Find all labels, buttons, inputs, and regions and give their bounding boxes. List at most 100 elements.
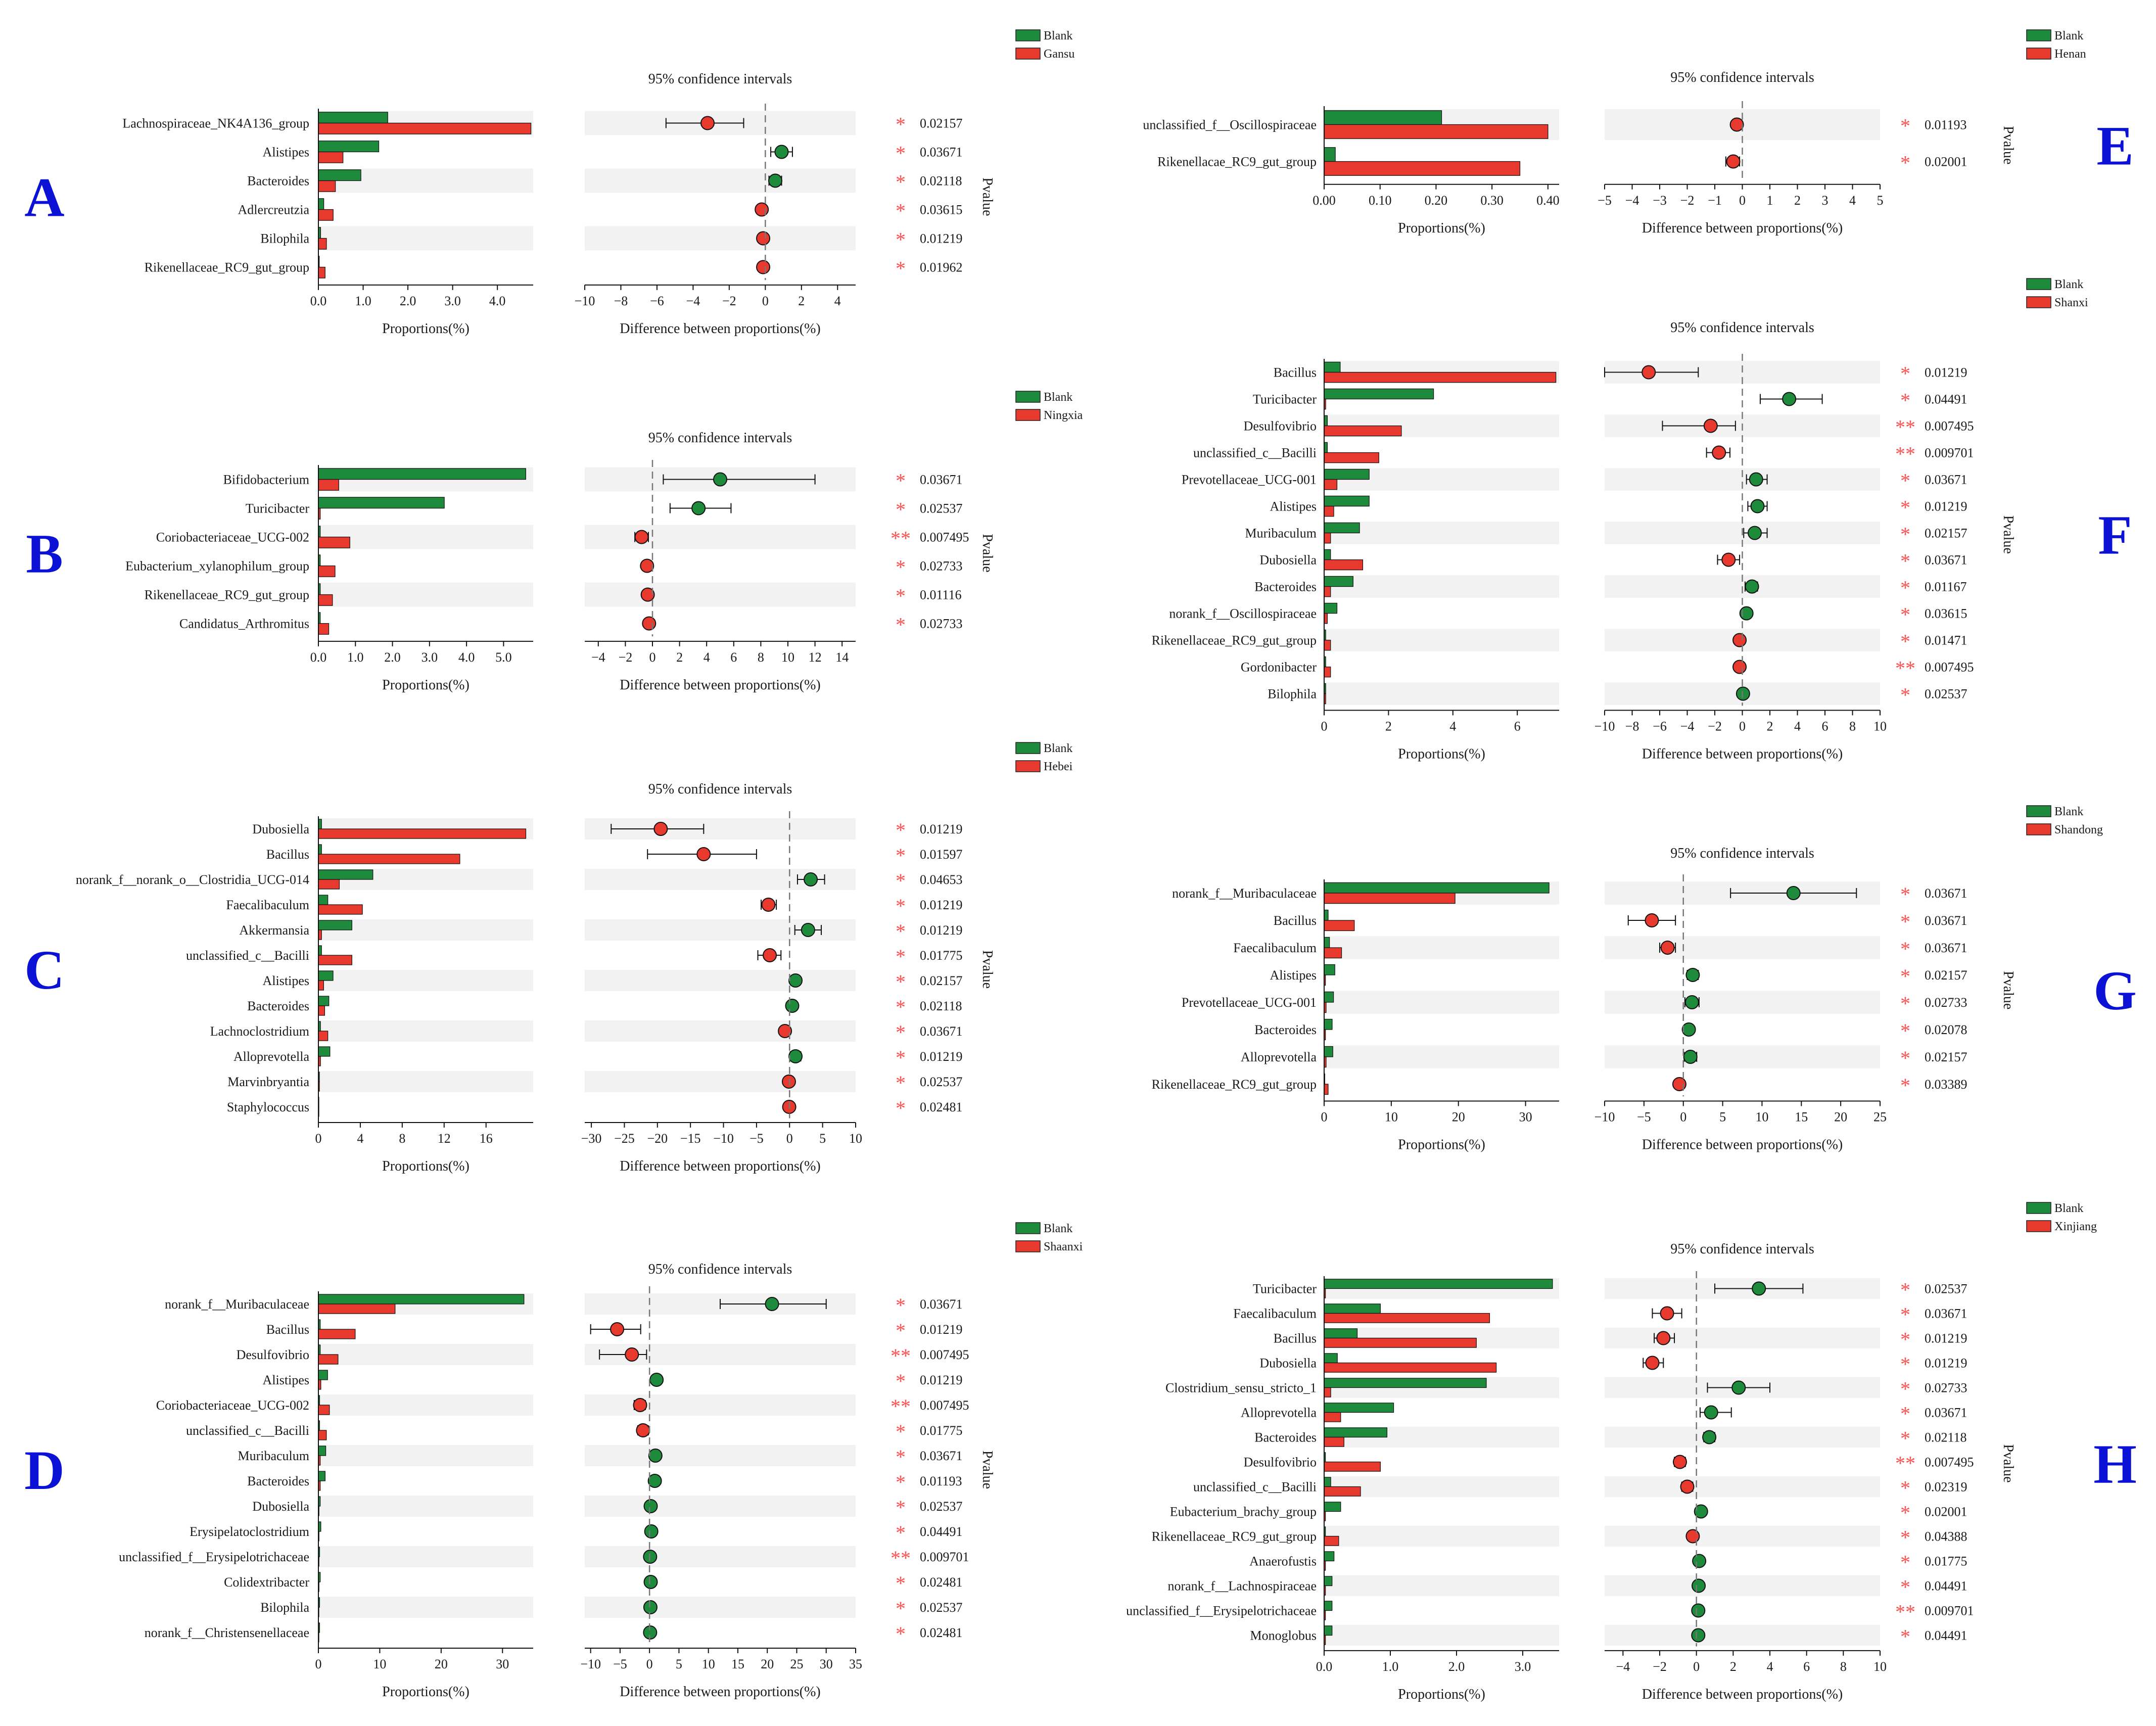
legend-group-swatch (2026, 1220, 2051, 1232)
prop-tick-label: 0 (315, 1657, 322, 1671)
bar-blank (318, 1370, 328, 1380)
diff-tick-label: 5 (676, 1657, 682, 1671)
diff-tick-label: 5 (1877, 193, 1884, 208)
pvalue-text: 0.007495 (1925, 1455, 1974, 1470)
pvalue-axis-label: Pvalue (2000, 971, 2016, 1009)
prop-tick-label: 0.40 (1536, 193, 1560, 208)
ci-title: 95% confidence intervals (648, 430, 792, 446)
pvalue-text: 0.04388 (1925, 1529, 1967, 1544)
diff-tick-label: −10 (575, 294, 595, 308)
category-label: Alloprevotella (1241, 1050, 1317, 1064)
pvalue-text: 0.04491 (1925, 1579, 1967, 1594)
bar-blank (1324, 469, 1370, 480)
significance-star: * (1900, 910, 1910, 933)
diff-point (785, 999, 800, 1013)
category-label: norank_f__Muribaculaceae (1172, 886, 1317, 901)
diff-tick-label: −4 (686, 294, 700, 308)
significance-star: * (1900, 115, 1910, 137)
diff-tick-label: 2 (1767, 719, 1773, 733)
diff-point (1750, 499, 1765, 514)
prop-tick-label: 5.0 (495, 650, 512, 665)
bar-blank (318, 869, 373, 880)
diff-tick-label: 6 (1822, 719, 1829, 733)
diff-point (778, 1024, 792, 1038)
category-label: Turicibacter (1253, 392, 1317, 407)
significance-star: * (896, 171, 906, 194)
legend-group-label: Shanxi (2054, 296, 2088, 309)
significance-star: * (896, 895, 906, 917)
diff-tick-label: 0 (786, 1131, 793, 1146)
significance-star: * (896, 556, 906, 579)
diff-point (633, 1398, 647, 1412)
diff-tick-label: 14 (835, 650, 849, 665)
stripe-left (1324, 522, 1559, 544)
diff-point (642, 616, 657, 631)
category-label: unclassified_f__Erysipelotrichaceae (1126, 1604, 1317, 1618)
panel-label: E (2096, 115, 2133, 176)
pvalue-text: 0.01597 (920, 847, 963, 862)
legend-group-swatch (2026, 823, 2051, 835)
significance-star: * (896, 498, 906, 521)
prop-tick-label: 4 (1449, 719, 1456, 733)
significance-star: * (1900, 1403, 1910, 1425)
bar-group (318, 879, 340, 890)
bar-blank (1324, 1328, 1358, 1339)
diff-tick-label: 0 (646, 1657, 653, 1671)
pvalue-text: 0.04491 (920, 1524, 963, 1539)
bar-group (318, 1405, 330, 1415)
significance-star: * (1900, 389, 1910, 412)
significance-star: * (896, 1071, 906, 1094)
diff-point (640, 558, 654, 573)
significance-star: * (896, 585, 906, 608)
bar-blank (1324, 882, 1550, 894)
category-label: Bacillus (1274, 365, 1317, 380)
legend-group-swatch (1015, 409, 1041, 421)
stripe-right (585, 226, 856, 251)
bar-group (1324, 920, 1355, 931)
panel-B: 95% confidence intervals Blank Ningxia Bifi… (26, 391, 1083, 693)
diff-point (1745, 579, 1759, 594)
category-label: Alistipes (1270, 499, 1317, 514)
significance-star: * (896, 614, 906, 636)
category-label: Bacillus (1274, 913, 1317, 928)
bar-group (318, 122, 532, 134)
pvalue-text: 0.02078 (1925, 1022, 1967, 1037)
diff-tick-label: −6 (650, 294, 664, 308)
significance-star: * (1900, 938, 1910, 960)
prop-axis-title: Proportions(%) (382, 1684, 470, 1700)
legend-group-label: Hebei (1044, 760, 1073, 773)
category-label: Dubosiella (1259, 1356, 1317, 1371)
diff-point (653, 822, 668, 836)
prop-tick-label: 0.0 (310, 294, 327, 308)
diff-point (647, 1474, 662, 1488)
bar-blank (1324, 495, 1370, 507)
stripe-left (318, 1344, 533, 1365)
stripe-left (318, 970, 533, 991)
diff-point (788, 973, 803, 988)
diff-tick-label: 10 (1873, 1659, 1887, 1674)
category-label: Rikenellaceae_RC9_gut_group (1152, 1077, 1317, 1092)
bar-blank (1324, 549, 1331, 561)
diff-tick-label: −4 (1616, 1659, 1630, 1674)
category-label: Dubosiella (252, 822, 309, 836)
diff-tick-label: −2 (1708, 719, 1722, 733)
legend-group-swatch (2026, 48, 2051, 60)
stripe-left (1324, 936, 1559, 959)
stripe-left (318, 1597, 533, 1618)
bar-group (318, 1303, 396, 1314)
bar-blank (1324, 964, 1335, 975)
stripe-left (1324, 575, 1559, 598)
pvalue-axis-label: Pvalue (2000, 516, 2016, 554)
diff-tick-label: −2 (1653, 1659, 1667, 1674)
significance-star: * (1900, 630, 1910, 653)
pvalue-text: 0.01962 (920, 260, 963, 275)
diff-tick-label: −30 (581, 1131, 602, 1146)
bar-group (1324, 639, 1331, 651)
significance-star: * (896, 844, 906, 867)
pvalue-text: 0.02157 (1925, 526, 1967, 541)
pvalue-text: 0.03671 (920, 1024, 963, 1039)
pvalue-text: 0.02157 (920, 973, 963, 988)
category-label: norank_f__Christensenellaceae (145, 1625, 309, 1640)
bar-group (1324, 1486, 1361, 1497)
legend-blank-label: Blank (1044, 1222, 1072, 1235)
